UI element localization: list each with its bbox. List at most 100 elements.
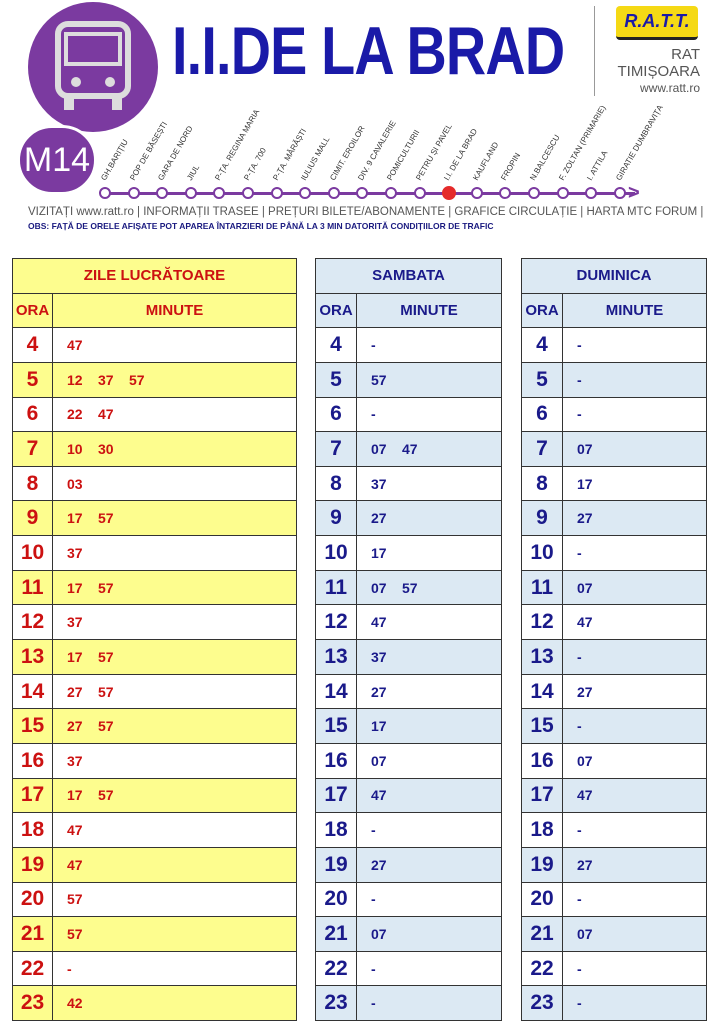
minutes-cell: 03 [52, 465, 297, 502]
website-link[interactable]: www.ratt.ro [639, 81, 700, 95]
minutes-cell: - [562, 327, 707, 363]
minutes-cell: 57 [356, 361, 502, 398]
minute-value: 57 [98, 579, 114, 596]
minute-value: 57 [129, 371, 145, 388]
minutes-cell: - [356, 985, 502, 1022]
minutes-cell: 47 [356, 777, 502, 814]
divider [594, 6, 595, 96]
minutes-cell: - [562, 812, 707, 848]
minutes-cell: 47 [52, 846, 297, 883]
hour-cell: 9 [12, 500, 53, 537]
stop-marker [499, 187, 512, 199]
minutes-cell: 27 57 [52, 673, 297, 710]
minute-value: - [577, 718, 582, 735]
stop-label: FROPIN [499, 151, 523, 182]
hour-cell: 21 [315, 916, 357, 952]
minute-value: - [577, 960, 582, 977]
table-row: 10 37 [12, 535, 297, 571]
minutes-header: MINUTE [562, 292, 707, 329]
minute-value: - [67, 960, 72, 977]
hour-cell: 8 [521, 465, 563, 502]
table-row: 4- [521, 327, 707, 363]
minute-value: 47 [402, 441, 418, 458]
minutes-cell: 37 [356, 465, 502, 502]
hour-cell: 17 [12, 777, 53, 814]
hour-cell: 4 [521, 327, 563, 363]
hour-cell: 11 [521, 569, 563, 606]
minute-value: 07 [371, 925, 387, 942]
hour-cell: 7 [521, 431, 563, 467]
traffic-notice: OBS: FAȚĂ DE ORELE AFIȘATE POT APAREA ÎN… [28, 221, 494, 231]
table-row: 17 17 57 [12, 777, 297, 814]
table-row: 14 27 57 [12, 673, 297, 710]
hour-cell: 8 [315, 465, 357, 502]
table-row: 23- [315, 985, 502, 1022]
table-row: 9 27 [315, 500, 502, 537]
table-row: 18- [315, 812, 502, 848]
hour-header: ORA [12, 292, 53, 329]
minute-value: 57 [98, 718, 114, 735]
minutes-cell: - [562, 639, 707, 675]
hour-cell: 15 [521, 708, 563, 744]
minute-value: 37 [371, 475, 387, 492]
stop-label: GIRATIE DUMBRAVIȚA [614, 103, 665, 182]
page-title: I.I.DE LA BRAD [172, 13, 565, 89]
table-row: 21 57 [12, 916, 297, 952]
company-info: RAT TIMIȘOARA www.ratt.ro [600, 46, 700, 97]
links-bar[interactable]: VIZITAȚI www.ratt.ro | INFORMAȚII TRASEE… [28, 206, 704, 218]
stop-marker [270, 187, 283, 199]
table-row: 22- [521, 950, 707, 987]
stop-label: KAUFLAND [471, 140, 501, 182]
hour-cell: 11 [12, 569, 53, 606]
hour-cell: 20 [521, 881, 563, 918]
minutes-cell: 42 [52, 985, 297, 1022]
company-city: TIMIȘOARA [617, 63, 700, 80]
table-row: 6- [315, 396, 502, 433]
table-row: 9 27 [521, 500, 707, 537]
minute-value: 17 [67, 579, 83, 596]
minutes-cell: - [562, 985, 707, 1022]
hour-cell: 19 [521, 846, 563, 883]
table-row: 13- [521, 639, 707, 675]
minutes-cell: 37 [356, 639, 502, 675]
route-arrow-icon: > [628, 182, 640, 204]
table-row: 14 27 [315, 673, 502, 710]
table-row: 7 10 30 [12, 431, 297, 467]
hour-cell: 10 [315, 535, 357, 571]
table-saturday: SAMBATA ORA MINUTE 4-5 57 6-7 07 47 8 37 9 27 10 17 11… [315, 258, 502, 1022]
stop-marker [213, 187, 226, 199]
table-row: 15- [521, 708, 707, 744]
minutes-cell: - [356, 812, 502, 848]
minute-value: 37 [98, 371, 114, 388]
minute-value: 42 [67, 995, 83, 1012]
stop-marker [528, 187, 540, 199]
minute-value: 57 [371, 371, 387, 388]
minutes-cell: 07 [562, 916, 707, 952]
minute-value: 57 [67, 891, 83, 908]
table-row: 18 47 [12, 812, 297, 848]
minute-value: 27 [577, 510, 593, 527]
table-row: 12 47 [521, 604, 707, 641]
minutes-cell: 17 [356, 708, 502, 744]
table-row: 6 22 47 [12, 396, 297, 433]
minutes-header: MINUTE [356, 292, 502, 329]
hour-cell: 20 [315, 881, 357, 918]
table-row: 22- [315, 950, 502, 987]
minute-value: 17 [371, 718, 387, 735]
table-row: 18- [521, 812, 707, 848]
table-row: 12 37 [12, 604, 297, 641]
minute-value: 17 [67, 787, 83, 804]
stop-marker [413, 187, 426, 199]
minutes-cell: 12 37 57 [52, 361, 297, 398]
stop-marker [356, 187, 369, 199]
stop-label: I. ATTILA [585, 149, 610, 182]
hour-cell: 16 [315, 742, 357, 779]
line-number-badge: M14 [17, 125, 97, 195]
minute-value: - [577, 337, 582, 354]
table-row: 16 07 [521, 742, 707, 779]
table-row: 13 37 [315, 639, 502, 675]
stop-marker [470, 187, 483, 199]
hour-cell: 13 [315, 639, 357, 675]
minutes-cell: - [562, 396, 707, 433]
stop-marker [99, 187, 111, 199]
